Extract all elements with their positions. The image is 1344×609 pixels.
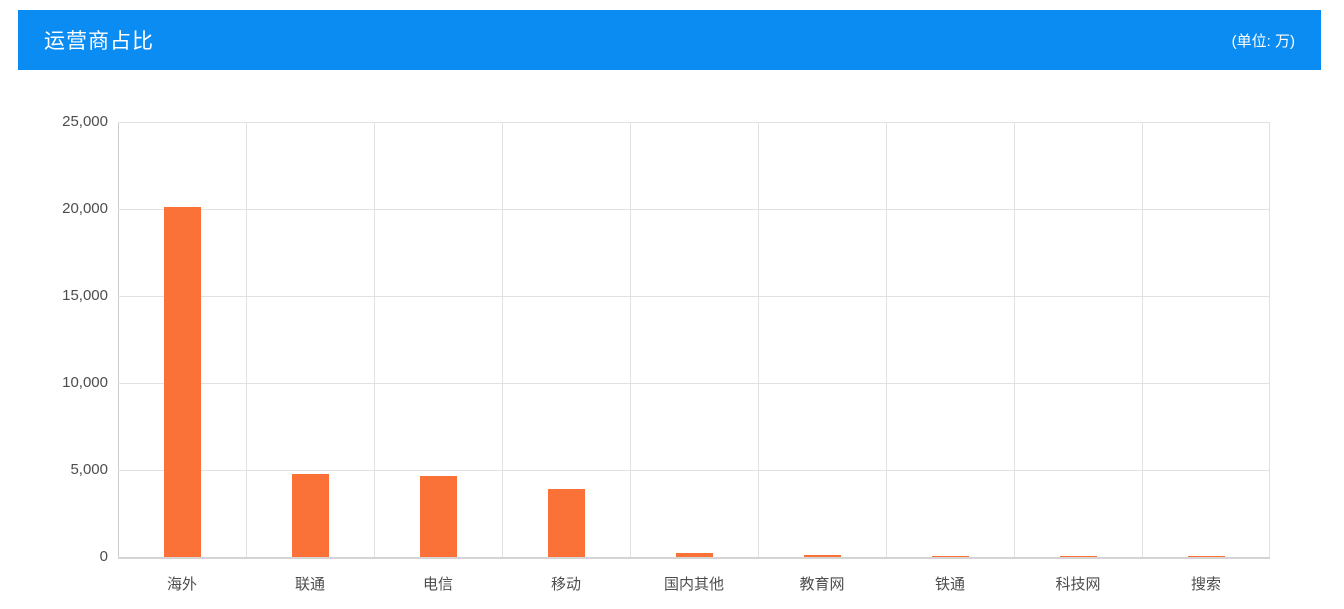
unit-label: (单位: 万) bbox=[1231, 32, 1295, 50]
x-category-label: 移动 bbox=[550, 576, 582, 593]
y-tick-label: 15,000 bbox=[62, 287, 108, 304]
y-tick-label: 5,000 bbox=[70, 461, 108, 478]
bar-电信[interactable] bbox=[419, 476, 457, 557]
y-axis: 0 5,000 10,000 15,000 20,000 25,000 bbox=[0, 114, 108, 565]
y-axis-line bbox=[118, 122, 119, 557]
bar-海外[interactable] bbox=[163, 207, 201, 557]
x-category-label: 铁通 bbox=[934, 576, 966, 593]
x-gridline bbox=[373, 122, 375, 557]
plot-area bbox=[118, 121, 1270, 559]
panel-header: 运营商占比 (单位: 万) bbox=[18, 10, 1321, 70]
x-category-label: 教育网 bbox=[799, 576, 845, 593]
x-category-label: 搜索 bbox=[1190, 576, 1222, 593]
x-gridline bbox=[885, 122, 887, 557]
x-gridline bbox=[501, 122, 503, 557]
x-gridline bbox=[1269, 122, 1270, 557]
y-gridline bbox=[118, 208, 1270, 210]
bar-联通[interactable] bbox=[291, 474, 329, 557]
y-tick-label: 10,000 bbox=[62, 374, 108, 391]
x-axis-line bbox=[118, 557, 1270, 559]
y-tick-label: 20,000 bbox=[62, 200, 108, 217]
x-axis: 海外 联通 电信 移动 国内其他 教育网 铁通 科技网 搜索 bbox=[118, 559, 1270, 599]
y-gridline bbox=[118, 469, 1270, 471]
y-tick-label: 25,000 bbox=[62, 113, 108, 130]
bar-国内其他[interactable] bbox=[675, 553, 713, 557]
x-gridline bbox=[629, 122, 631, 557]
x-category-label: 科技网 bbox=[1055, 576, 1101, 593]
y-gridline bbox=[118, 382, 1270, 384]
y-gridline bbox=[118, 121, 1270, 123]
x-category-label: 海外 bbox=[166, 576, 198, 593]
y-tick-label: 0 bbox=[99, 548, 108, 565]
x-gridline bbox=[1141, 122, 1143, 557]
x-category-label: 联通 bbox=[294, 576, 326, 593]
bar-铁通[interactable] bbox=[931, 556, 969, 557]
x-gridline bbox=[757, 122, 759, 557]
bar-搜索[interactable] bbox=[1187, 556, 1225, 557]
panel-title: 运营商占比 bbox=[44, 30, 154, 53]
x-gridline bbox=[245, 122, 247, 557]
bar-科技网[interactable] bbox=[1059, 556, 1097, 557]
x-category-label: 国内其他 bbox=[663, 576, 725, 593]
bar-教育网[interactable] bbox=[803, 555, 841, 557]
bar-移动[interactable] bbox=[547, 489, 585, 557]
x-category-label: 电信 bbox=[422, 576, 454, 593]
x-gridline bbox=[1013, 122, 1015, 557]
y-gridline bbox=[118, 295, 1270, 297]
